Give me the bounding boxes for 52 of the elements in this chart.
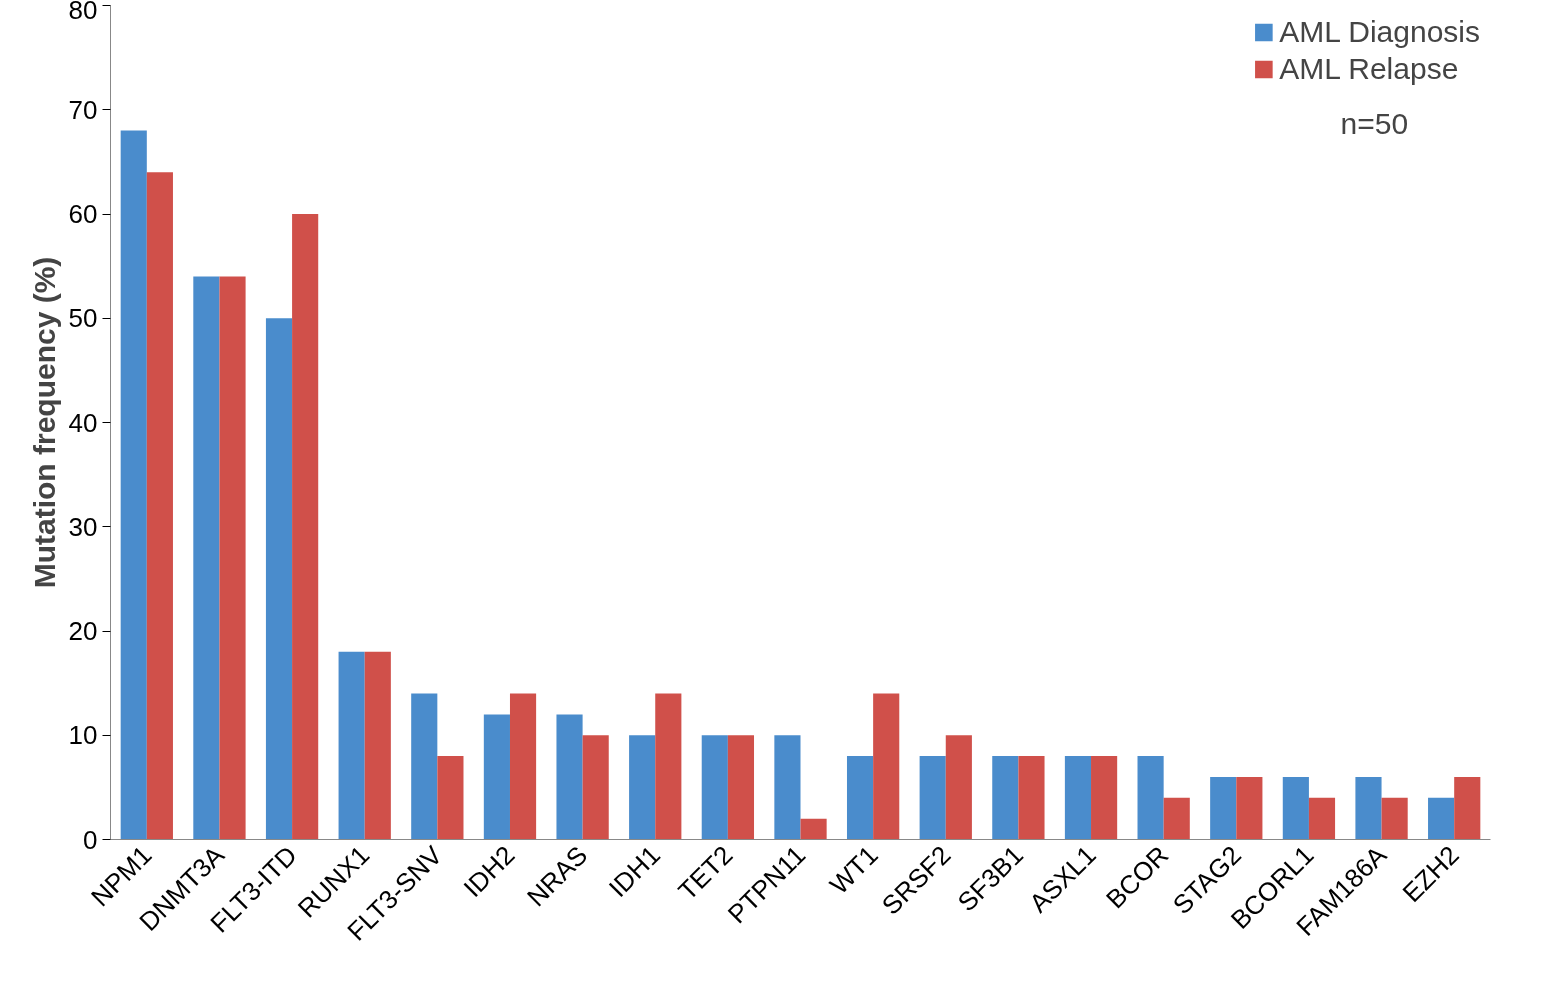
bar — [411, 693, 438, 840]
bar — [1308, 797, 1336, 840]
bar — [582, 735, 609, 840]
bar — [992, 756, 1019, 840]
bar — [873, 693, 900, 840]
bar — [1137, 756, 1164, 840]
bar — [1282, 776, 1309, 840]
bar — [1091, 756, 1118, 840]
bar — [338, 651, 365, 840]
bar — [437, 756, 464, 840]
bar — [919, 756, 946, 840]
bar — [701, 735, 728, 840]
y-tick-label: 80 — [68, 0, 98, 25]
bar — [1163, 797, 1190, 840]
y-tick-label: 10 — [68, 720, 98, 751]
y-tick-label: 60 — [68, 199, 98, 229]
bar — [483, 714, 510, 840]
legend-label: AML Diagnosis — [1279, 15, 1480, 49]
y-tick-label: 50 — [68, 303, 98, 334]
bar — [1381, 797, 1408, 840]
bar — [120, 130, 147, 840]
bar — [629, 735, 656, 840]
bar — [800, 818, 827, 840]
legend-label: AML Relapse — [1279, 52, 1459, 86]
bar — [945, 735, 972, 840]
bar — [1236, 776, 1263, 840]
y-tick-label: 20 — [68, 616, 98, 646]
bar — [1428, 797, 1455, 840]
bar — [509, 693, 537, 840]
bar — [1355, 776, 1382, 840]
bar — [1018, 756, 1045, 840]
bar — [1064, 756, 1092, 840]
bar — [146, 172, 173, 840]
bar — [774, 735, 801, 840]
bar — [193, 276, 220, 840]
x-tick-label: WT1 — [823, 839, 884, 900]
bar — [655, 693, 682, 840]
annotation: n=50 — [1340, 106, 1409, 140]
bar — [265, 318, 293, 840]
bar — [1210, 776, 1237, 840]
bar — [292, 214, 319, 840]
bar — [219, 276, 246, 840]
bar — [556, 714, 583, 840]
y-tick-label: 0 — [83, 824, 98, 855]
bar — [727, 735, 755, 840]
y-tick-label: 30 — [68, 511, 98, 542]
bar — [846, 756, 874, 840]
bar — [1454, 776, 1481, 840]
y-tick-label: 70 — [68, 94, 98, 125]
bar — [364, 651, 391, 840]
y-axis-title: Mutation frequency (%) — [27, 256, 61, 589]
y-tick-label: 40 — [68, 407, 98, 438]
